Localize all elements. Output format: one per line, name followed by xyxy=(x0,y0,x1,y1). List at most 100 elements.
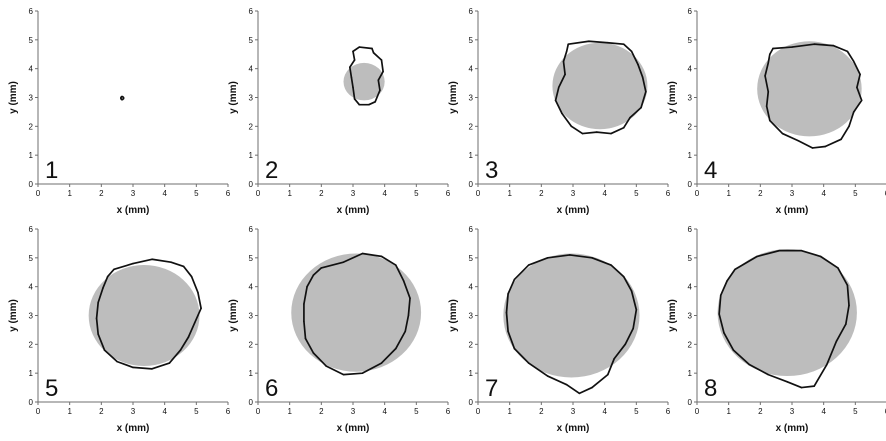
filled-circle-mark xyxy=(88,265,200,366)
boundary-point xyxy=(95,317,98,320)
y-tick-label: 1 xyxy=(688,151,693,160)
boundary-point xyxy=(562,60,565,63)
y-axis-title: y (mm) xyxy=(667,299,678,332)
boundary-point xyxy=(106,275,109,278)
boundary-point xyxy=(718,313,720,315)
boundary-point xyxy=(630,50,633,53)
boundary-point xyxy=(120,96,122,99)
x-tick-label: 0 xyxy=(476,189,481,198)
boundary-point xyxy=(837,267,839,269)
x-tick-label: 2 xyxy=(758,189,763,198)
boundary-point xyxy=(764,75,766,77)
boundary-point xyxy=(361,372,364,374)
y-tick-label: 0 xyxy=(249,180,254,189)
y-tick-label: 0 xyxy=(688,398,693,407)
y-axis-title: y (mm) xyxy=(228,81,239,114)
x-tick-label: 2 xyxy=(99,407,104,416)
y-tick-label: 0 xyxy=(469,180,474,189)
y-axis-title: y (mm) xyxy=(8,81,19,114)
y-tick-label: 4 xyxy=(29,65,34,74)
x-axis-title: x (mm) xyxy=(776,205,809,216)
boundary-point xyxy=(607,41,609,44)
boundary-point xyxy=(113,268,115,271)
y-tick-label: 2 xyxy=(29,122,34,131)
y-tick-label: 0 xyxy=(249,398,254,407)
boundary-point xyxy=(350,76,353,79)
boundary-point xyxy=(554,99,557,102)
panel-number-label: 3 xyxy=(485,157,498,184)
y-tick-label: 4 xyxy=(688,65,693,74)
boundary-point xyxy=(179,349,182,351)
y-tick-label: 5 xyxy=(249,254,254,263)
x-tick-label: 4 xyxy=(162,407,167,416)
y-tick-label: 5 xyxy=(688,254,693,263)
x-tick-label: 3 xyxy=(131,407,136,416)
panel-number-label: 8 xyxy=(704,375,717,402)
y-tick-label: 5 xyxy=(29,36,34,45)
filled-circle-mark xyxy=(552,42,648,130)
boundary-point xyxy=(613,357,615,360)
y-tick-label: 5 xyxy=(469,254,474,263)
x-tick-label: 3 xyxy=(790,407,795,416)
y-tick-label: 2 xyxy=(688,340,693,349)
y-tick-label: 3 xyxy=(688,94,693,103)
panel-number-label: 6 xyxy=(265,375,278,402)
boundary-point xyxy=(719,294,722,297)
boundary-point xyxy=(645,90,647,93)
boundary-point xyxy=(561,112,563,115)
boundary-point xyxy=(781,132,784,135)
boundary-point xyxy=(756,255,758,258)
boundary-point xyxy=(380,255,383,258)
boundary-point xyxy=(860,99,863,102)
x-tick-label: 3 xyxy=(571,407,576,416)
boundary-point xyxy=(304,337,307,340)
panel-number-label: 2 xyxy=(265,157,278,184)
boundary-point xyxy=(569,254,571,256)
boundary-point xyxy=(409,297,411,300)
boundary-point xyxy=(505,311,508,314)
boundary-point xyxy=(610,132,612,135)
chart-panel-8: 0 1 2 3 4 5 6 0 1 2 3 4 5 6 x (mm) y (mm) 8 xyxy=(667,225,886,434)
x-axis-title: x (mm) xyxy=(557,423,590,434)
boundary-point xyxy=(640,106,642,109)
boundary-point xyxy=(819,255,822,258)
boundary-point xyxy=(726,280,728,282)
x-tick-label: 1 xyxy=(726,407,731,416)
boundary-point xyxy=(565,383,568,386)
x-tick-label: 1 xyxy=(287,189,292,198)
boundary-point xyxy=(797,139,800,142)
boundary-point xyxy=(325,365,327,367)
y-tick-label: 6 xyxy=(469,7,474,16)
x-tick-label: 5 xyxy=(414,407,419,416)
boundary-point xyxy=(349,66,351,69)
x-tick-label: 2 xyxy=(758,407,763,416)
x-tick-label: 1 xyxy=(726,189,731,198)
boundary-point xyxy=(635,308,638,311)
boundary-point xyxy=(320,267,323,269)
filled-circle-mark xyxy=(291,253,422,372)
boundary-point xyxy=(342,261,345,263)
x-tick-label: 4 xyxy=(602,407,607,416)
boundary-point xyxy=(352,86,354,89)
x-tick-label: 4 xyxy=(162,189,167,198)
boundary-point xyxy=(377,79,380,81)
boundary-point xyxy=(557,86,560,89)
y-tick-label: 4 xyxy=(688,283,693,292)
x-axis-title: x (mm) xyxy=(776,423,809,434)
boundary-point xyxy=(824,145,827,148)
y-tick-label: 1 xyxy=(688,369,693,378)
boundary-point xyxy=(358,103,361,106)
boundary-point xyxy=(723,332,725,334)
y-tick-label: 2 xyxy=(249,122,254,131)
x-tick-label: 5 xyxy=(634,189,639,198)
y-tick-label: 4 xyxy=(469,65,474,74)
x-tick-label: 3 xyxy=(351,189,356,198)
boundary-point xyxy=(394,264,397,266)
boundary-point xyxy=(151,258,153,261)
boundary-point xyxy=(835,340,838,343)
boundary-point xyxy=(197,291,199,294)
boundary-point xyxy=(353,98,356,100)
boundary-point xyxy=(591,257,593,259)
